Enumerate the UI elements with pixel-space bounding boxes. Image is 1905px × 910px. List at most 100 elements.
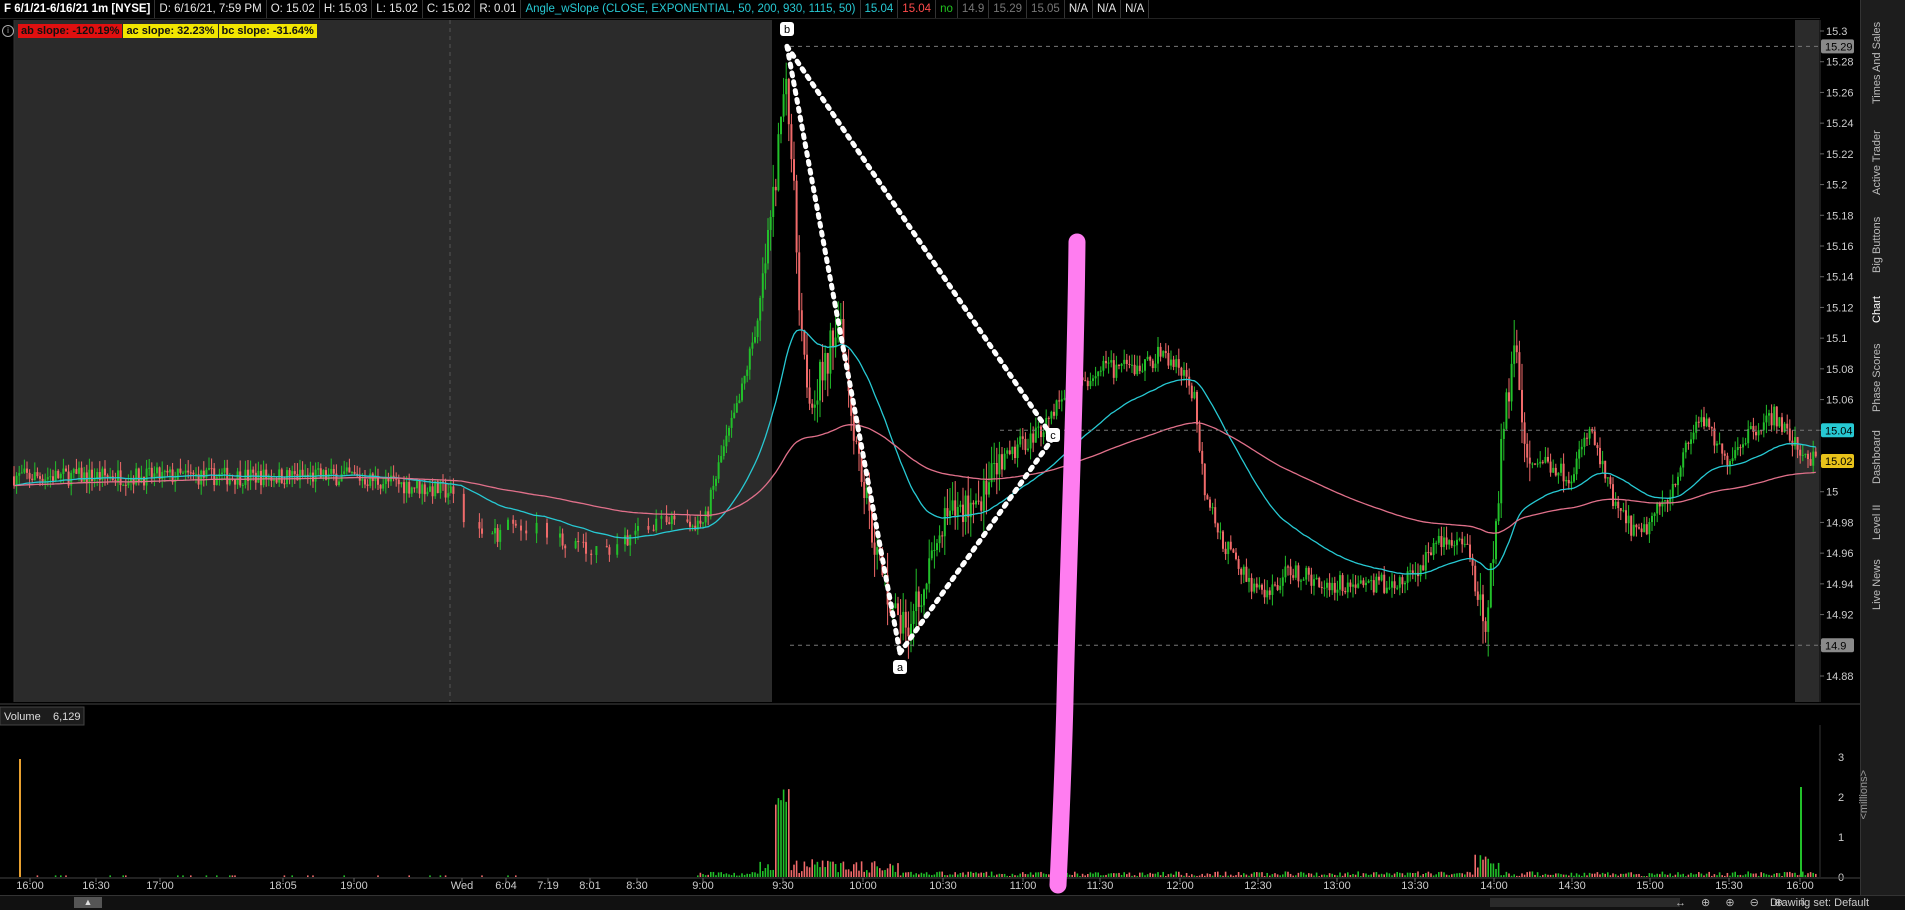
anchor-point-b[interactable] (780, 22, 794, 36)
candle-body (1149, 356, 1152, 361)
tab-chart[interactable]: Chart (1871, 296, 1883, 324)
slope-dotted-line[interactable] (784, 43, 1056, 441)
volume-bar (1282, 874, 1284, 877)
candle-body (1495, 521, 1497, 560)
tab-active-trader[interactable]: Active Trader (1871, 130, 1883, 195)
candle-body (210, 468, 213, 470)
candle-body (1380, 574, 1383, 581)
tab-live-news[interactable]: Live News (1871, 559, 1883, 611)
candle-body (1333, 582, 1336, 593)
tab-big-buttons[interactable]: Big Buttons (1871, 216, 1883, 274)
candle-body (153, 473, 156, 479)
zoom-controls[interactable]: ↔ ⊕ ⊕ ⊖ ⊕ ⇩ (1675, 897, 1814, 909)
price-chart[interactable]: abc 15.315.2815.2615.2415.2215.215.1815.… (0, 0, 1860, 895)
volume-bar (1776, 873, 1778, 877)
ema-fast-line (13, 329, 1816, 575)
volume-bar (1089, 872, 1092, 877)
candle-body (1201, 450, 1204, 464)
candle-body (1801, 454, 1804, 456)
candle-body (964, 495, 967, 522)
time-scrollbar[interactable] (1490, 898, 1680, 907)
info-icon[interactable]: i (2, 25, 14, 37)
tab-level-ii[interactable]: Level II (1871, 504, 1883, 541)
candle-body (1019, 436, 1022, 445)
volume-bar (1110, 873, 1112, 877)
volume-bar (751, 872, 754, 877)
volume-bar (1222, 875, 1224, 877)
candle-body (1505, 392, 1508, 429)
candle-body (1042, 432, 1045, 438)
volume-bar (1102, 875, 1105, 877)
candle-body (1196, 391, 1198, 425)
volume-bar (985, 871, 988, 877)
high-readout: H: 15.03 (320, 0, 373, 18)
time-axis[interactable]: 16:00 16:30 17:00 18:05 19:00 Wed 6:04 7:19 8:01… (16, 878, 1814, 892)
candle-body (1115, 364, 1118, 378)
slope-dotted-line[interactable] (784, 43, 903, 656)
candle-body (1528, 457, 1531, 464)
volume-bar (125, 875, 127, 877)
candle-body (1596, 445, 1599, 448)
price-tick-label: 15.08 (1826, 364, 1854, 376)
volume-bar (1378, 874, 1380, 877)
candle-body (1248, 577, 1250, 582)
candle-body (306, 474, 309, 477)
volume-bar (1253, 872, 1255, 877)
volume-bar (1786, 872, 1788, 877)
volume-bar (899, 875, 902, 877)
volume-bar (1695, 874, 1697, 877)
candle-body (1021, 436, 1024, 439)
time-tick-label: 18:05 (269, 880, 297, 892)
candle-body (754, 337, 756, 343)
candle-body (1419, 565, 1422, 577)
candle-body (379, 484, 382, 489)
volume-bar (832, 861, 834, 877)
candle-body (421, 484, 424, 494)
candle-body (288, 470, 291, 478)
candle-body (1279, 585, 1282, 590)
volume-bar (983, 872, 985, 877)
price-axis[interactable]: 15.3 15.28 15.26 15.24 15.22 15.2 15.18 15.16 15… (1820, 26, 1854, 683)
volume-bar (234, 875, 236, 877)
volume-bar (1739, 874, 1742, 877)
volume-bar (1219, 875, 1222, 877)
symbol-label[interactable]: F 6/1/21-6/16/21 1m [NYSE] (0, 0, 156, 18)
candle-body (1710, 426, 1713, 429)
candle-body (309, 472, 312, 477)
anchor-point-c[interactable] (1046, 428, 1060, 442)
tab-phase-scores[interactable]: Phase Scores (1871, 343, 1883, 412)
candle-body (1716, 443, 1718, 446)
candle-body (559, 533, 561, 538)
candle-body (1136, 365, 1139, 375)
candle-body (304, 474, 307, 476)
candle-body (1671, 483, 1674, 498)
anchor-point-a[interactable] (893, 660, 907, 674)
candle-body (1742, 444, 1744, 448)
candle-body (839, 319, 842, 324)
candle-body (1146, 356, 1149, 360)
price-tick-label: 15.1 (1826, 333, 1847, 345)
collapse-arrow-icon[interactable]: ▲ (74, 897, 102, 908)
candle-body (756, 320, 759, 338)
candle-body (956, 506, 959, 516)
candle-body (1703, 417, 1705, 427)
candle-body (993, 462, 996, 464)
candle-body (179, 468, 182, 473)
volume-bar (1659, 874, 1661, 877)
candle-body (1502, 428, 1505, 439)
slope-dotted-line[interactable] (897, 435, 1056, 656)
tab-times-and-sales[interactable]: Times And Sales (1871, 21, 1883, 104)
candle-body (36, 472, 39, 477)
volume-bar (1794, 872, 1796, 877)
drawing-set-label[interactable]: Drawing set: Default (1769, 897, 1869, 909)
candle-body (291, 471, 294, 478)
volume-bar (897, 863, 899, 877)
tab-dashboard[interactable]: Dashboard (1871, 430, 1883, 485)
volume-bar (439, 875, 442, 877)
candle-body (858, 441, 860, 454)
volume-bar (1482, 859, 1484, 877)
volume-bar (1765, 874, 1768, 877)
volume-bar (1698, 872, 1700, 877)
candle-body (1157, 346, 1159, 364)
study-label[interactable]: Angle_wSlope (CLOSE, EXPONENTIAL, 50, 20… (521, 0, 861, 18)
